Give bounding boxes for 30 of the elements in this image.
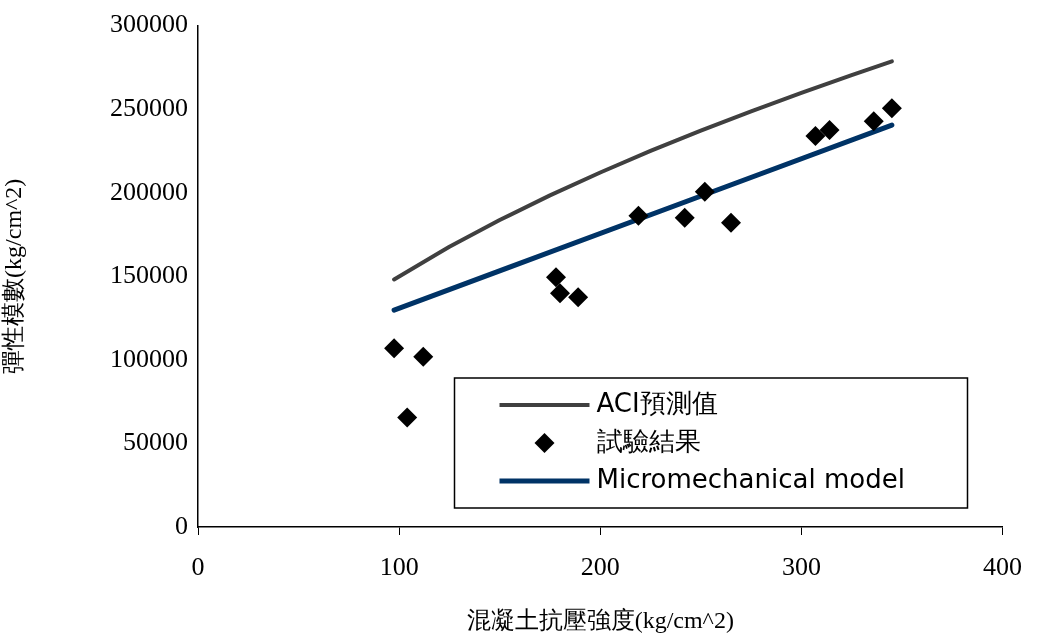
- y-tick-label: 100000: [110, 343, 188, 373]
- legend-label: ACI預測值: [596, 387, 718, 418]
- legend-label: Micromechanical model: [596, 463, 905, 494]
- x-tick-label: 400: [983, 552, 1022, 582]
- point: [863, 111, 884, 132]
- y-tick-label: 250000: [110, 92, 188, 122]
- x-tick-label: 200: [580, 552, 620, 582]
- point: [546, 267, 566, 288]
- y-tick-label: 200000: [110, 176, 188, 206]
- point: [720, 212, 741, 233]
- x-tick-label: 100: [379, 552, 419, 582]
- point: [413, 346, 434, 367]
- x-axis-title: 混凝土抗壓強度(kg/cm^2): [466, 606, 734, 633]
- point: [819, 120, 840, 141]
- legend-label: 試驗結果: [596, 425, 701, 456]
- y-tick-label: 50000: [123, 427, 188, 457]
- point: [384, 338, 405, 359]
- y-axis-title: 彈性模數(kg/cm^2): [0, 178, 26, 374]
- x-tick-label: 300: [781, 552, 821, 582]
- y-tick-label: 150000: [110, 260, 188, 290]
- point: [694, 181, 715, 202]
- point: [805, 126, 826, 147]
- point: [550, 283, 571, 304]
- point: [881, 98, 902, 119]
- y-tick-label: 300000: [110, 9, 188, 39]
- point: [628, 205, 649, 226]
- y-tick-label: 0: [175, 510, 188, 540]
- point: [674, 207, 695, 228]
- point: [397, 407, 418, 428]
- point: [568, 287, 589, 308]
